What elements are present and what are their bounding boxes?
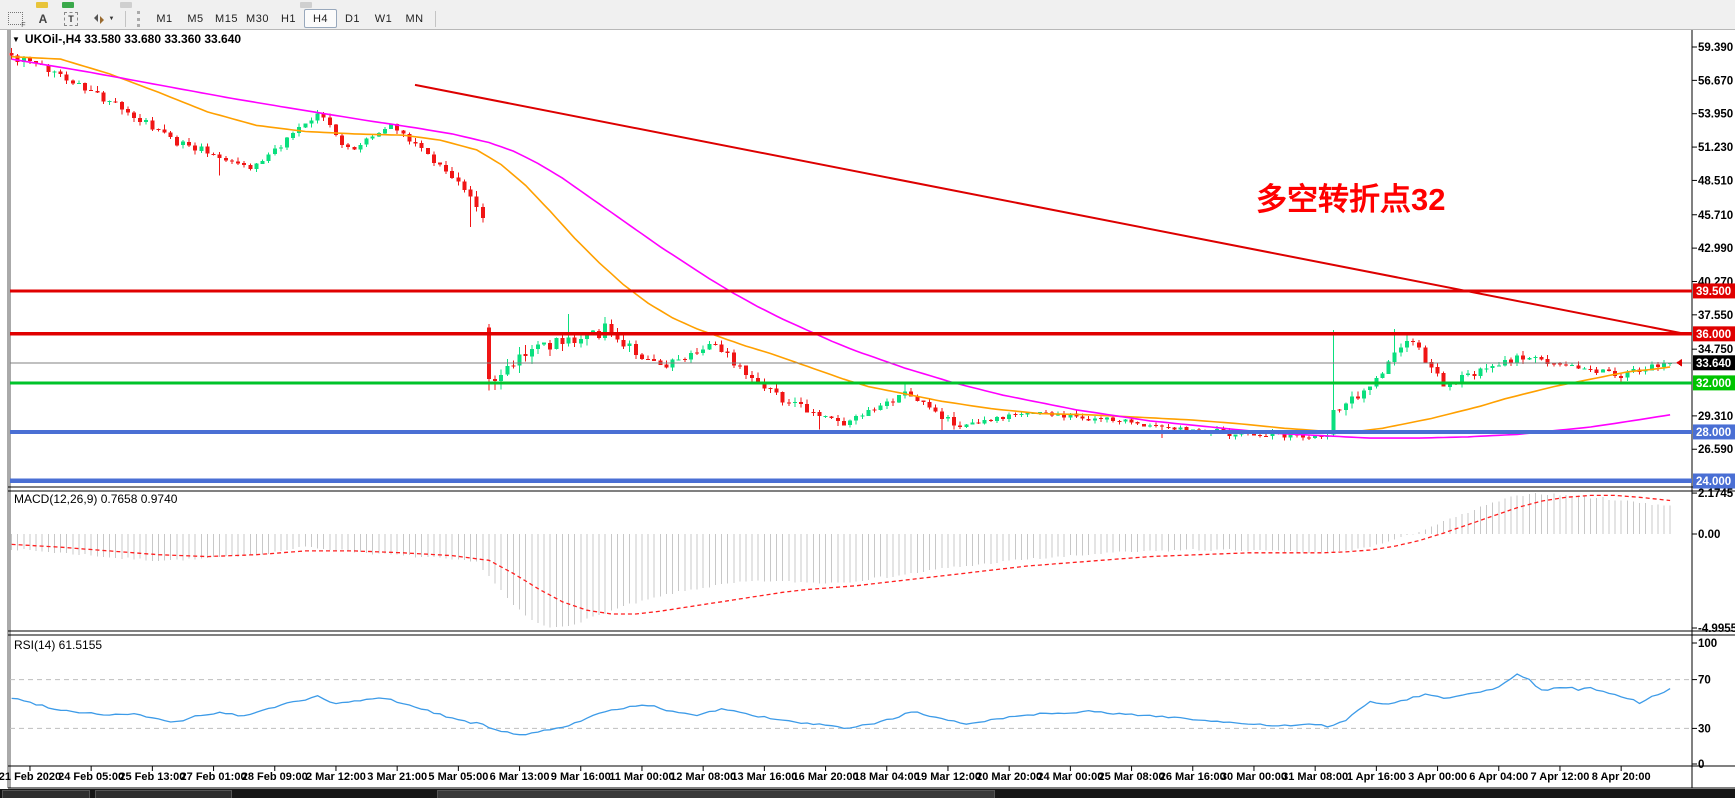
tf-button-m5[interactable]: M5 bbox=[187, 12, 204, 25]
svg-text:24 Feb 05:00: 24 Feb 05:00 bbox=[58, 771, 124, 783]
svg-text:18 Mar 04:00: 18 Mar 04:00 bbox=[854, 771, 920, 783]
tf-button-m30[interactable]: M30 bbox=[246, 12, 269, 25]
clipped-icon bbox=[62, 2, 74, 8]
chart-toolbar: A T ▼ M1 M5 M15 M30 H1 H4 D1 W1 MN bbox=[0, 8, 1735, 30]
grid-icon bbox=[7, 12, 26, 29]
svg-text:0: 0 bbox=[1698, 759, 1704, 771]
svg-text:27 Feb 01:00: 27 Feb 01:00 bbox=[181, 771, 247, 783]
snap-grid-tool-button[interactable] bbox=[2, 10, 28, 29]
svg-text:26.590: 26.590 bbox=[1698, 444, 1733, 456]
svg-text:5 Mar 05:00: 5 Mar 05:00 bbox=[428, 771, 488, 783]
svg-text:29.310: 29.310 bbox=[1698, 411, 1733, 423]
svg-text:51.230: 51.230 bbox=[1698, 142, 1733, 154]
tf-button-h1[interactable]: H1 bbox=[280, 12, 297, 25]
svg-text:70: 70 bbox=[1698, 675, 1711, 687]
svg-text:6 Apr 04:00: 6 Apr 04:00 bbox=[1469, 771, 1528, 783]
arrows-icon bbox=[93, 13, 104, 24]
clipped-icon bbox=[120, 2, 132, 8]
text-tool-button[interactable]: T bbox=[58, 10, 84, 28]
chinese-annotation-text: 多空转折点32 bbox=[1256, 182, 1446, 217]
svg-text:-4.9955: -4.9955 bbox=[1698, 623, 1735, 635]
text-box-icon: T bbox=[64, 11, 78, 26]
svg-text:26 Mar 16:00: 26 Mar 16:00 bbox=[1160, 771, 1226, 783]
svg-text:0.00: 0.00 bbox=[1698, 529, 1720, 541]
toolbar-separator bbox=[125, 10, 126, 27]
arrows-tool-button[interactable]: ▼ bbox=[86, 10, 120, 28]
svg-text:9 Mar 16:00: 9 Mar 16:00 bbox=[551, 771, 611, 783]
moving-averages bbox=[11, 55, 1671, 439]
svg-text:12 Mar 08:00: 12 Mar 08:00 bbox=[670, 771, 736, 783]
svg-text:21 Feb 2020: 21 Feb 2020 bbox=[0, 771, 61, 783]
svg-text:37.550: 37.550 bbox=[1698, 310, 1733, 322]
svg-text:28.000: 28.000 bbox=[1696, 427, 1731, 439]
svg-text:39.500: 39.500 bbox=[1696, 286, 1731, 298]
svg-text:3 Apr 00:00: 3 Apr 00:00 bbox=[1408, 771, 1467, 783]
tf-button-w1[interactable]: W1 bbox=[374, 12, 393, 25]
svg-text:8 Apr 20:00: 8 Apr 20:00 bbox=[1592, 771, 1651, 783]
svg-text:42.990: 42.990 bbox=[1698, 243, 1733, 255]
svg-text:13 Mar 16:00: 13 Mar 16:00 bbox=[731, 771, 797, 783]
svg-text:25 Mar 08:00: 25 Mar 08:00 bbox=[1099, 771, 1165, 783]
svg-text:48.510: 48.510 bbox=[1698, 175, 1733, 187]
macd-indicator bbox=[11, 492, 1671, 628]
svg-text:24.000: 24.000 bbox=[1696, 476, 1731, 488]
tf-button-m1[interactable]: M1 bbox=[156, 12, 173, 25]
rsi-indicator bbox=[10, 673, 1692, 736]
label-tool-button[interactable]: A bbox=[30, 10, 56, 28]
svg-text:24 Mar 00:00: 24 Mar 00:00 bbox=[1037, 771, 1103, 783]
bottom-bar-segment bbox=[95, 790, 232, 798]
rsi-label: RSI(14) 61.5155 bbox=[14, 638, 103, 652]
clipped-bottom-bar bbox=[0, 789, 1735, 798]
svg-text:2 Mar 12:00: 2 Mar 12:00 bbox=[306, 771, 366, 783]
svg-text:59.390: 59.390 bbox=[1698, 42, 1733, 54]
tf-button-mn[interactable]: MN bbox=[405, 12, 424, 25]
svg-text:31 Mar 08:00: 31 Mar 08:00 bbox=[1282, 771, 1348, 783]
svg-text:33.640: 33.640 bbox=[1696, 358, 1731, 370]
symbol-ohlc-text: UKOil-,H4 33.580 33.680 33.360 33.640 bbox=[24, 32, 242, 46]
clipped-icon bbox=[300, 2, 312, 8]
svg-text:32.000: 32.000 bbox=[1696, 378, 1731, 390]
toolbar-separator bbox=[435, 10, 436, 27]
chart-dropdown-icon[interactable]: ▼ bbox=[12, 34, 20, 44]
svg-text:20 Mar 20:00: 20 Mar 20:00 bbox=[976, 771, 1042, 783]
svg-text:56.670: 56.670 bbox=[1698, 75, 1733, 87]
chevron-down-icon: ▼ bbox=[108, 15, 115, 22]
clipped-icon bbox=[36, 2, 48, 8]
svg-text:11 Mar 00:00: 11 Mar 00:00 bbox=[609, 771, 674, 783]
svg-text:36.000: 36.000 bbox=[1696, 329, 1731, 341]
svg-text:25 Feb 13:00: 25 Feb 13:00 bbox=[119, 771, 185, 783]
svg-text:34.750: 34.750 bbox=[1698, 344, 1733, 356]
svg-text:6 Mar 13:00: 6 Mar 13:00 bbox=[490, 771, 550, 783]
price-axis[interactable]: 59.390 56.670 53.950 51.230 48.510 45.710 42.9… bbox=[1692, 42, 1735, 771]
tf-button-d1[interactable]: D1 bbox=[344, 12, 361, 25]
svg-text:2.1745: 2.1745 bbox=[1698, 488, 1734, 500]
svg-text:100: 100 bbox=[1698, 638, 1717, 650]
letter-a-icon: A bbox=[38, 11, 48, 26]
svg-text:30 Mar 00:00: 30 Mar 00:00 bbox=[1221, 771, 1287, 783]
svg-text:16 Mar 20:00: 16 Mar 20:00 bbox=[793, 771, 859, 783]
toolbar-drag-handle[interactable] bbox=[137, 10, 145, 27]
svg-text:7 Apr 12:00: 7 Apr 12:00 bbox=[1531, 771, 1590, 783]
svg-text:53.950: 53.950 bbox=[1698, 109, 1733, 121]
bottom-bar-segment bbox=[2, 790, 90, 798]
tf-button-m15[interactable]: M15 bbox=[215, 12, 238, 25]
svg-text:1 Apr 16:00: 1 Apr 16:00 bbox=[1347, 771, 1406, 783]
svg-text:30: 30 bbox=[1698, 723, 1711, 735]
svg-text:45.710: 45.710 bbox=[1698, 210, 1733, 222]
macd-label: MACD(12,26,9) 0.7658 0.9740 bbox=[14, 492, 178, 506]
tf-button-h4[interactable]: H4 bbox=[304, 9, 337, 28]
svg-text:28 Feb 09:00: 28 Feb 09:00 bbox=[242, 771, 308, 783]
horizontal-levels[interactable] bbox=[10, 289, 1692, 484]
svg-text:19 Mar 12:00: 19 Mar 12:00 bbox=[915, 771, 981, 783]
svg-text:3 Mar 21:00: 3 Mar 21:00 bbox=[367, 771, 427, 783]
current-price-line bbox=[10, 358, 1692, 367]
symbol-title: ▼ UKOil-,H4 33.580 33.680 33.360 33.640 bbox=[12, 32, 241, 46]
panel-borders bbox=[0, 28, 1735, 789]
bottom-bar-segment bbox=[437, 790, 995, 798]
